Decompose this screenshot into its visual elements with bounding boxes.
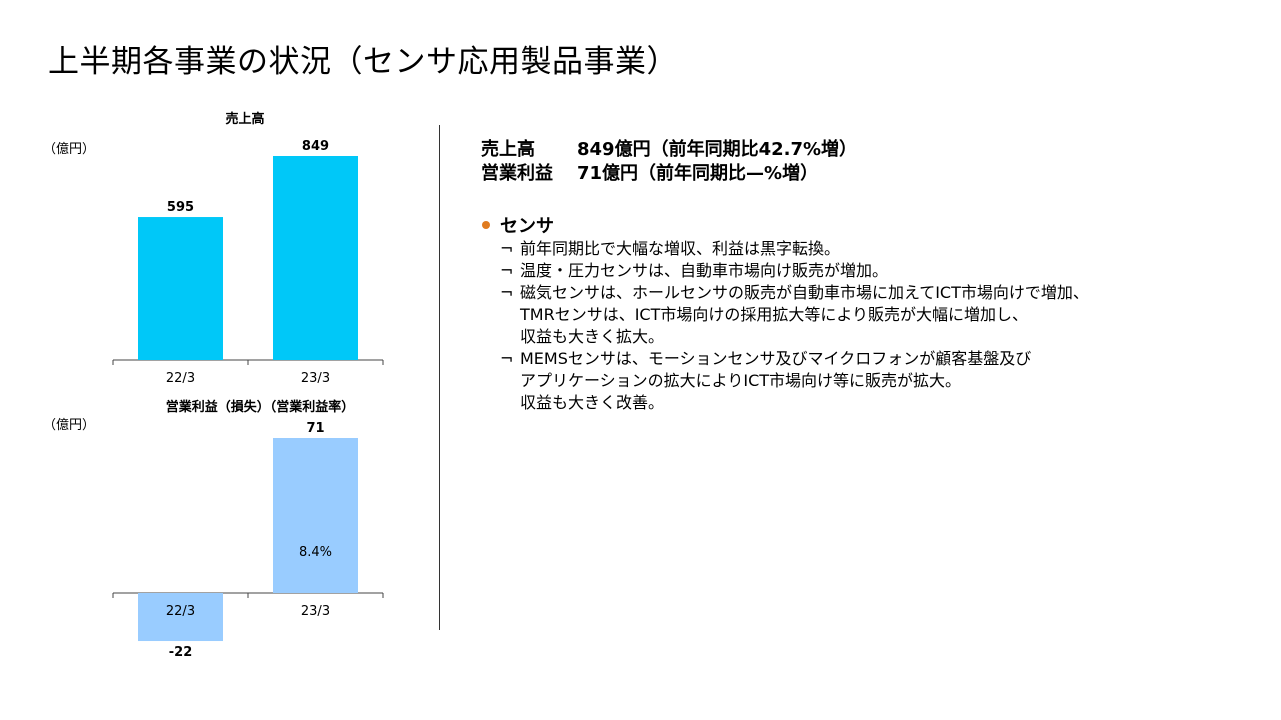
sales-summary-label: 売上高 <box>481 139 535 160</box>
list-item-text: MEMSセンサは、モーションセンサ及びマイクロフォンが顧客基盤及び アプリケーシ… <box>520 349 1032 412</box>
bar <box>138 593 223 642</box>
bullet-dot-icon <box>482 221 490 229</box>
bar <box>138 217 223 360</box>
x-tick-label: 23/3 <box>301 371 330 386</box>
sales-summary-value: 849億円（前年同期比42.7%増） <box>577 139 858 160</box>
op-summary-value: 71億円（前年同期比—%増） <box>577 163 819 184</box>
sales-chart: 595 22/3 849 23/3 <box>112 139 384 386</box>
op-chart-title: 営業利益（損失）（営業利益率） <box>165 400 355 415</box>
op-chart: -22 22/3 71 23/3 8.4% <box>112 421 384 660</box>
data-label: 595 <box>167 200 194 215</box>
op-summary: 営業利益 71億円（前年同期比—%増） <box>481 162 857 186</box>
section-heading-text: センサ <box>500 216 554 237</box>
bar <box>273 438 358 593</box>
list-item: ¬ 磁気センサは、ホールセンサの販売が自動車市場に加えてICT市場向けで増加、 … <box>500 282 1089 348</box>
list-item: ¬ 前年同期比で大幅な増収、利益は黒字転換。 <box>500 238 1089 260</box>
page-title: 上半期各事業の状況（センサ応用製品事業） <box>48 44 678 80</box>
x-tick-label: 23/3 <box>301 604 330 619</box>
list-mark: ¬ <box>500 261 514 280</box>
op-summary-label: 営業利益 <box>481 163 553 184</box>
list-item-text: 前年同期比で大幅な増収、利益は黒字転換。 <box>520 239 841 258</box>
list-item: ¬ MEMSセンサは、モーションセンサ及びマイクロフォンが顧客基盤及び アプリケ… <box>500 348 1089 414</box>
data-label: 849 <box>302 139 329 154</box>
section-heading: センサ <box>482 212 554 238</box>
list-mark: ¬ <box>500 283 514 302</box>
sales-chart-unit: （億円） <box>43 142 96 157</box>
op-chart-unit: （億円） <box>43 418 96 433</box>
list-item-text: 磁気センサは、ホールセンサの販売が自動車市場に加えてICT市場向けで増加、 TM… <box>520 283 1089 346</box>
vertical-divider <box>439 125 440 630</box>
data-label: 71 <box>306 421 324 436</box>
sales-chart-title: 売上高 <box>225 112 265 127</box>
sales-summary: 売上高 849億円（前年同期比42.7%増） <box>481 138 857 162</box>
x-tick-label: 22/3 <box>166 604 195 619</box>
x-tick-label: 22/3 <box>166 371 195 386</box>
list-item-text: 温度・圧力センサは、自動車市場向け販売が増加。 <box>520 261 889 280</box>
summary-block: 売上高 849億円（前年同期比42.7%増） 営業利益 71億円（前年同期比—%… <box>481 138 857 186</box>
inner-label: 8.4% <box>299 545 332 560</box>
list-item: ¬ 温度・圧力センサは、自動車市場向け販売が増加。 <box>500 260 1089 282</box>
list-mark: ¬ <box>500 239 514 258</box>
data-label: -22 <box>169 645 193 660</box>
bar <box>273 156 358 360</box>
list-mark: ¬ <box>500 349 514 368</box>
section-items: ¬ 前年同期比で大幅な増収、利益は黒字転換。 ¬ 温度・圧力センサは、自動車市場… <box>500 238 1089 414</box>
